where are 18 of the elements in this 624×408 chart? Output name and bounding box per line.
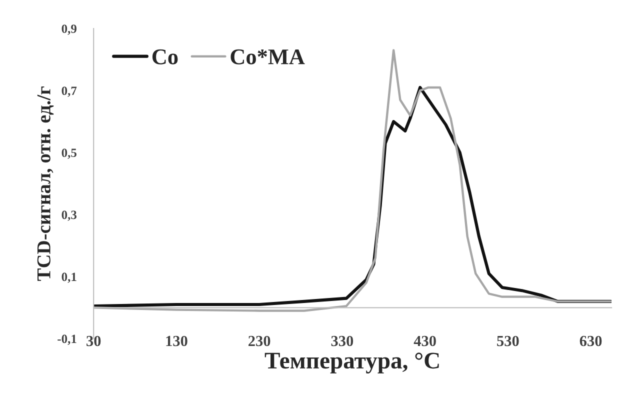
x-tick-label: 530 [497, 336, 519, 346]
y-tick-label: 0,3 [62, 210, 77, 221]
x-tick-label: 430 [414, 336, 436, 346]
legend-label: Co [152, 49, 178, 64]
x-axis-title: Температура, °C [264, 352, 439, 374]
x-tick-label: 130 [166, 336, 188, 346]
y-tick-label: 0,1 [62, 272, 76, 283]
y-tick-label: -0,1 [58, 334, 76, 345]
x-tick-label: 30 [86, 336, 101, 346]
x-tick-label: 630 [580, 336, 602, 346]
y-axis-title: TCD-сигнал, отн. ед./г [37, 86, 54, 281]
y-tick-label: 0,5 [62, 148, 76, 159]
x-tick-label: 230 [248, 336, 270, 346]
y-tick-label: 0,7 [62, 86, 77, 97]
x-tick-label: 330 [331, 336, 354, 346]
y-tick-label: 0,9 [62, 24, 76, 35]
line-series [94, 49, 612, 312]
legend-label: Co*MA [230, 49, 305, 64]
